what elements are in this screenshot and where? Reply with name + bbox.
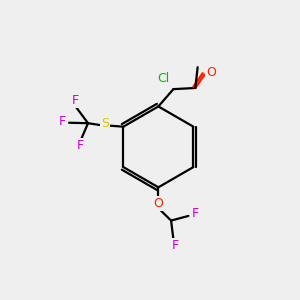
Text: F: F bbox=[76, 139, 83, 152]
Text: O: O bbox=[206, 66, 216, 79]
Text: F: F bbox=[172, 239, 179, 253]
Text: S: S bbox=[101, 117, 109, 130]
Text: Cl: Cl bbox=[157, 71, 169, 85]
Text: O: O bbox=[153, 197, 163, 210]
Text: F: F bbox=[192, 207, 199, 220]
Text: F: F bbox=[71, 94, 78, 107]
Text: F: F bbox=[59, 115, 66, 128]
